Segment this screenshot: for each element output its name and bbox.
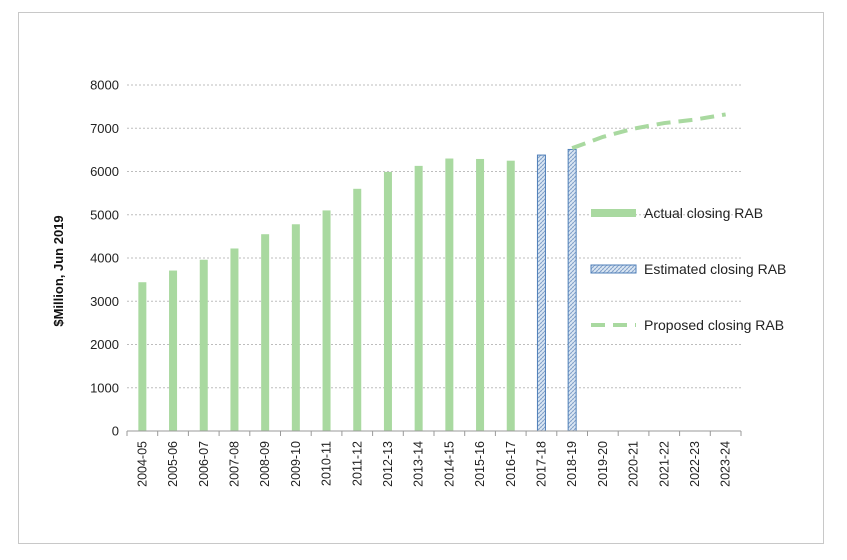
- bar-actual: [445, 158, 454, 431]
- bar-actual: [169, 270, 178, 431]
- x-tick-label: 2018-19: [565, 441, 579, 487]
- chart-frame: 0 1000 2000 3000 4000 5000 6000 7000 8000 2004-0…: [18, 12, 824, 544]
- y-tick-label: 5000: [90, 207, 119, 222]
- legend-swatch: [591, 209, 636, 217]
- axes: [126, 430, 742, 436]
- x-tick-label: 2017-18: [534, 441, 548, 487]
- bar-actual: [199, 259, 208, 431]
- rab-chart: 0 1000 2000 3000 4000 5000 6000 7000 8000 2004-0…: [51, 78, 786, 487]
- bars: [138, 148, 577, 432]
- bar-actual: [476, 158, 485, 431]
- x-tick-label: 2010-11: [320, 441, 334, 486]
- bar-actual: [261, 234, 270, 431]
- gridlines: [127, 84, 741, 389]
- y-tick-label: 7000: [90, 121, 119, 136]
- bar-actual: [383, 171, 392, 431]
- x-tick-label: 2020-21: [627, 441, 641, 487]
- x-tick-label: 2015-16: [473, 441, 487, 487]
- x-tick-label: 2014-15: [442, 441, 456, 487]
- y-tick-label: 6000: [90, 164, 119, 179]
- x-tick-label: 2021-22: [657, 441, 671, 487]
- bar-actual: [138, 282, 147, 431]
- x-tick-label: 2008-09: [258, 441, 272, 487]
- x-tick-label: 2006-07: [197, 441, 211, 487]
- x-tick-label: 2007-08: [227, 441, 241, 487]
- bar-actual: [506, 160, 515, 431]
- legend-label: Actual closing RAB: [644, 205, 763, 221]
- line-proposed: [571, 112, 726, 151]
- legend-swatch: [590, 264, 637, 274]
- x-tick-label: 2023-24: [719, 441, 733, 487]
- x-tick-label: 2019-20: [596, 441, 610, 487]
- projection-line: [571, 112, 726, 151]
- x-tick-label: 2004-05: [135, 441, 149, 487]
- x-tick-label: 2022-23: [688, 441, 702, 487]
- x-tick-label: 2009-10: [289, 441, 303, 487]
- bar-actual: [353, 188, 362, 431]
- x-tick-label: 2012-13: [381, 441, 395, 487]
- x-axis-ticks: 2004-05 2005-06 2006-07 2007-08 2008-09 2009-…: [135, 441, 732, 487]
- bar-actual: [414, 165, 423, 431]
- legend-label: Proposed closing RAB: [644, 317, 784, 333]
- x-tick-label: 2013-14: [412, 441, 426, 487]
- bar-estimated: [567, 148, 577, 432]
- y-axis-title: $Million, Jun 2019: [51, 215, 66, 326]
- bar-actual: [291, 224, 300, 431]
- x-tick-label: 2005-06: [166, 441, 180, 487]
- bar-estimated: [536, 154, 546, 432]
- y-axis-ticks: 0 1000 2000 3000 4000 5000 6000 7000 8000: [90, 78, 119, 439]
- x-tick-label: 2016-17: [504, 441, 518, 487]
- y-tick-label: 1000: [90, 380, 119, 395]
- y-tick-label: 4000: [90, 251, 119, 266]
- y-tick-label: 2000: [90, 337, 119, 352]
- bar-actual: [322, 210, 331, 431]
- y-tick-label: 8000: [90, 78, 119, 93]
- bar-actual: [230, 248, 239, 431]
- legend-label: Estimated closing RAB: [644, 261, 786, 277]
- legend: Actual closing RAB Estimated closing RAB P…: [590, 205, 786, 333]
- x-tick-label: 2011-12: [350, 441, 364, 486]
- y-tick-label: 3000: [90, 294, 119, 309]
- y-tick-label: 0: [112, 424, 119, 439]
